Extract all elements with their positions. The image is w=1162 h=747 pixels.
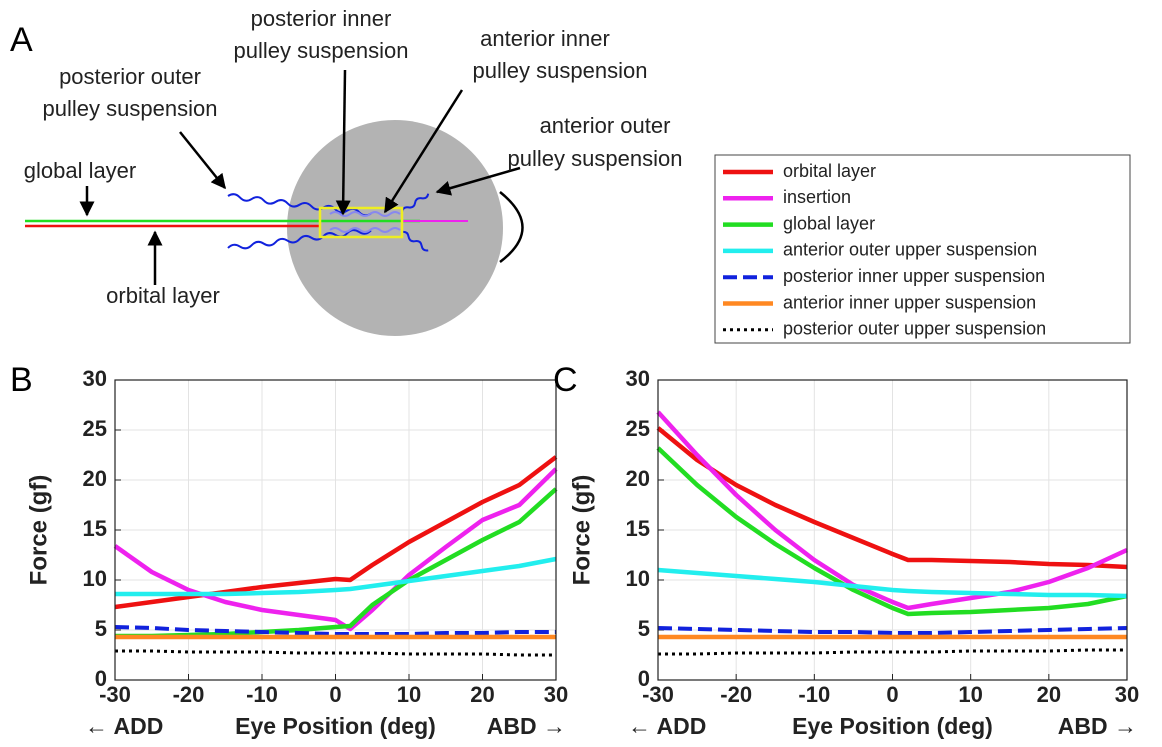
series-line — [115, 649, 556, 657]
diagram-label: anterior outer — [540, 113, 671, 138]
y-tick-label: 10 — [83, 566, 107, 591]
diagram-label: anterior inner — [480, 26, 610, 51]
x-tick-label: -30 — [99, 682, 131, 707]
x-tick-label: 30 — [544, 682, 568, 707]
series-line — [115, 556, 557, 597]
y-tick-label: 15 — [83, 516, 107, 541]
pulley-box — [318, 206, 404, 239]
x-tick-label: 0 — [329, 682, 341, 707]
diagram-label: pulley suspension — [473, 58, 648, 83]
x-tick-label: -10 — [798, 682, 830, 707]
arrow — [435, 166, 521, 196]
y-axis-label: Force (gf) — [25, 475, 52, 586]
axes-box — [114, 379, 557, 681]
legend-label: global layer — [783, 213, 875, 233]
diagram-label: pulley suspension — [234, 38, 409, 63]
x-note: ← ADD — [85, 713, 163, 739]
x-axis-label: Eye Position (deg) — [235, 713, 436, 739]
axes-box — [657, 379, 1128, 681]
y-tick-label: 5 — [95, 616, 107, 641]
y-tick-label: 0 — [638, 666, 650, 691]
y-tick-label: 20 — [626, 466, 650, 491]
y-tick-label: 10 — [626, 566, 650, 591]
x-tick-label: 20 — [470, 682, 494, 707]
y-tick-label: 15 — [626, 516, 650, 541]
legend-label: anterior inner upper suspension — [783, 292, 1036, 312]
series-line — [114, 625, 556, 636]
panel-label: A — [10, 21, 33, 59]
y-axis-label: Force (gf) — [568, 475, 595, 586]
suspension — [329, 227, 401, 233]
x-tick-label: 20 — [1037, 682, 1061, 707]
legend-box — [714, 154, 1131, 344]
diagram-label: posterior outer — [59, 64, 201, 89]
diagram-label: pulley suspension — [508, 146, 683, 171]
series-line — [656, 446, 1128, 617]
arrow — [335, 69, 351, 216]
y-tick-label: 30 — [626, 366, 650, 391]
legend-label: orbital layer — [783, 161, 876, 181]
y-tick-label: 25 — [83, 416, 107, 441]
diagram-label: global layer — [24, 158, 137, 183]
x-tick-label: 30 — [1115, 682, 1139, 707]
y-tick-label: 0 — [95, 666, 107, 691]
panel-label: C — [553, 361, 578, 399]
y-tick-label: 25 — [626, 416, 650, 441]
x-tick-label: 10 — [397, 682, 421, 707]
x-note: ABD → — [487, 713, 566, 739]
series-line — [658, 648, 1127, 656]
x-tick-label: -20 — [720, 682, 752, 707]
y-tick-label: 5 — [638, 616, 650, 641]
arrow — [179, 131, 226, 190]
x-tick-label: 10 — [958, 682, 982, 707]
diagram: A posterior inner pulley suspension ante… — [10, 6, 682, 336]
panel-label: B — [10, 361, 33, 399]
suspension — [227, 229, 372, 250]
suspension — [401, 193, 430, 213]
suspension — [401, 230, 429, 252]
arrow — [383, 89, 464, 214]
legend-label: anterior outer upper suspension — [783, 240, 1037, 260]
series-line — [656, 426, 1128, 570]
legend-label: posterior inner upper suspension — [783, 266, 1045, 286]
series-line — [657, 567, 1128, 599]
x-note: ABD → — [1058, 713, 1137, 739]
series-line — [657, 626, 1128, 635]
diagram-label: pulley suspension — [43, 96, 218, 121]
x-tick-label: 0 — [886, 682, 898, 707]
cornea — [499, 191, 524, 263]
diagram-label: posterior inner — [251, 6, 392, 31]
series-line — [656, 410, 1128, 611]
legend-label: insertion — [783, 187, 851, 207]
x-tick-label: -10 — [246, 682, 278, 707]
x-axis-label: Eye Position (deg) — [792, 713, 993, 739]
y-tick-label: 30 — [83, 366, 107, 391]
y-tick-label: 20 — [83, 466, 107, 491]
x-note: ← ADD — [628, 713, 706, 739]
x-tick-label: -20 — [173, 682, 205, 707]
diagram-label: orbital layer — [106, 283, 220, 308]
legend-label: posterior outer upper suspension — [783, 319, 1046, 339]
x-tick-label: -30 — [642, 682, 674, 707]
